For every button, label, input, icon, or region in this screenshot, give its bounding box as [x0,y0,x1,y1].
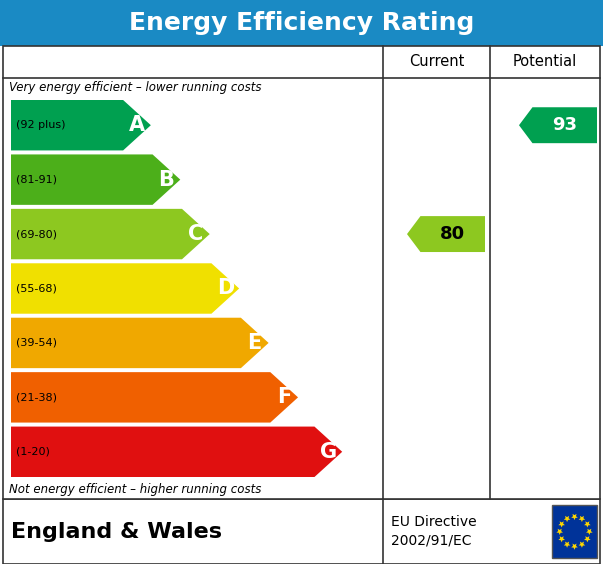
Polygon shape [11,426,342,477]
Text: Very energy efficient – lower running costs: Very energy efficient – lower running co… [9,82,262,95]
Polygon shape [557,528,563,535]
Polygon shape [564,541,570,548]
Text: (1-20): (1-20) [16,447,50,457]
Text: 80: 80 [440,225,466,243]
Polygon shape [558,521,565,527]
Text: F: F [277,387,291,407]
Polygon shape [11,263,239,314]
Text: Current: Current [409,55,464,69]
Polygon shape [584,521,590,527]
Polygon shape [571,544,578,550]
Polygon shape [571,514,578,520]
Text: England & Wales: England & Wales [11,522,222,541]
Polygon shape [564,516,570,522]
Text: C: C [188,224,203,244]
Text: Potential: Potential [513,55,577,69]
Text: Energy Efficiency Rating: Energy Efficiency Rating [129,11,474,35]
Text: (69-80): (69-80) [16,229,57,239]
Polygon shape [584,536,590,543]
Bar [552,505,597,558]
Text: B: B [159,170,174,190]
Polygon shape [11,209,210,259]
Text: (39-54): (39-54) [16,338,57,348]
Polygon shape [407,216,485,252]
Text: (21-38): (21-38) [16,393,57,402]
Bar [3,499,600,564]
Polygon shape [11,155,180,205]
Text: A: A [129,115,145,135]
Polygon shape [11,372,298,422]
Text: G: G [320,442,337,462]
Text: (92 plus): (92 plus) [16,120,66,130]
Text: (55-68): (55-68) [16,284,57,293]
Polygon shape [579,516,585,522]
Polygon shape [558,536,565,543]
Text: (81-91): (81-91) [16,175,57,184]
Text: E: E [248,333,262,353]
Bar [3,46,600,499]
Polygon shape [579,541,585,548]
Text: Not energy efficient – higher running costs: Not energy efficient – higher running co… [9,482,261,496]
Text: 93: 93 [552,116,577,134]
Polygon shape [11,318,268,368]
Text: EU Directive
2002/91/EC: EU Directive 2002/91/EC [391,515,476,548]
Polygon shape [519,107,597,143]
Text: D: D [216,279,234,298]
Bar [0,0,603,46]
Polygon shape [11,100,151,151]
Polygon shape [586,528,593,535]
